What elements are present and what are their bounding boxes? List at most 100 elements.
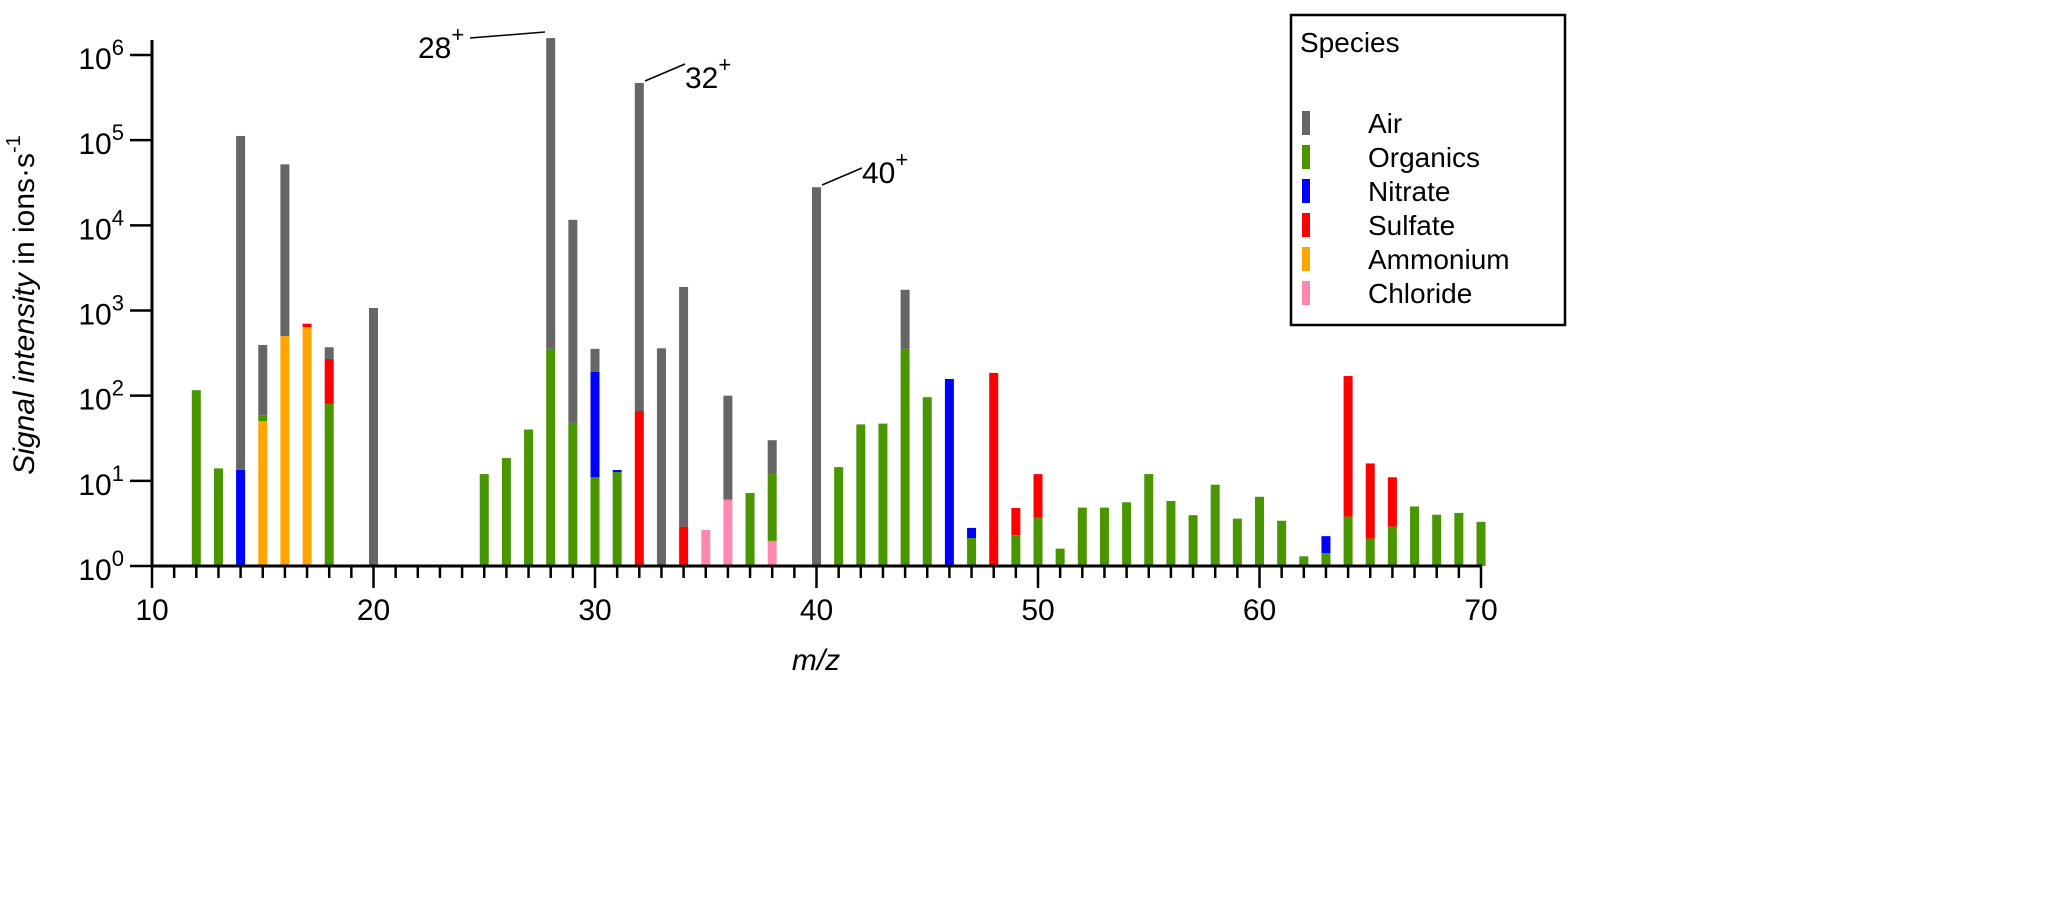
bar-segment-organics <box>1122 502 1132 566</box>
bar-segment-organics <box>258 415 268 422</box>
legend-label: Air <box>1368 108 1402 139</box>
legend-box <box>1289 13 1567 327</box>
y-tick-label: 104 <box>78 205 124 246</box>
bar-mz-50 <box>1033 474 1043 566</box>
bar-segment-organics <box>191 390 201 566</box>
bar-mz-38 <box>767 440 777 566</box>
bar-mz-18 <box>324 347 334 566</box>
bar-segment-organics <box>1277 520 1287 566</box>
bar-segment-organics <box>922 397 932 566</box>
bar-segment-ammonium <box>258 421 268 566</box>
bar-mz-26 <box>501 458 511 566</box>
bar-segment-nitrate <box>1321 536 1331 554</box>
bar-segment-organics <box>1255 496 1264 566</box>
bar-mz-33 <box>656 348 666 566</box>
bar-segment-organics <box>1033 517 1043 566</box>
y-tick-base: 10 <box>78 299 111 332</box>
bar-segment-air <box>590 348 600 372</box>
y-tick-base: 10 <box>78 469 111 502</box>
bar-segment-organics <box>1299 556 1309 566</box>
bar-mz-45 <box>922 397 932 566</box>
bar-mz-48 <box>989 372 999 566</box>
bar-segment-organics <box>546 348 556 566</box>
annotation-charge: + <box>718 52 731 77</box>
bar-mz-14 <box>236 135 246 566</box>
bar-segment-air <box>324 347 334 359</box>
bar-segment-air <box>236 135 246 470</box>
bar-mz-60 <box>1255 496 1264 566</box>
bar-segment-organics <box>524 429 534 566</box>
y-tick-exp: 0 <box>112 546 124 571</box>
y-tick-exp: 2 <box>112 376 124 401</box>
y-axis-title-italic: Signal intensity <box>8 271 41 475</box>
bar-mz-40 <box>812 187 821 567</box>
bar-mz-16 <box>280 164 290 566</box>
bar-mz-63 <box>1321 536 1331 566</box>
bar-segment-nitrate <box>612 470 622 472</box>
bar-segment-nitrate <box>236 469 246 566</box>
legend-label: Sulfate <box>1368 210 1455 241</box>
annotations-group: 28+32+40+ <box>418 22 908 190</box>
bar-segment-sulfate <box>679 526 689 566</box>
y-tick-exp: 4 <box>112 205 124 230</box>
annotation-charge: + <box>451 22 464 47</box>
bar-segment-ammonium <box>280 336 290 566</box>
bar-mz-30 <box>590 348 600 566</box>
bar-segment-chloride <box>701 529 711 566</box>
legend-label: Organics <box>1368 142 1480 173</box>
bar-mz-12 <box>191 390 201 566</box>
bar-segment-air <box>679 286 689 527</box>
bar-mz-65 <box>1365 463 1375 566</box>
legend-entry-sulfate: Sulfate <box>1302 210 1455 241</box>
y-tick-label: 105 <box>78 120 124 161</box>
bar-segment-organics <box>213 468 223 566</box>
bar-segment-chloride <box>767 540 777 566</box>
bar-mz-64 <box>1343 376 1353 566</box>
bar-segment-sulfate <box>1365 463 1375 539</box>
bar-segment-air <box>812 187 821 567</box>
bar-mz-42 <box>856 424 866 566</box>
annotation-label: 32+ <box>685 52 731 95</box>
legend-swatch <box>1302 213 1310 237</box>
bar-mz-15 <box>258 344 268 566</box>
x-tick-label: 20 <box>357 594 390 627</box>
y-tick-label: 102 <box>78 376 124 417</box>
x-tick-label: 70 <box>1464 594 1497 627</box>
bar-segment-air <box>280 164 290 337</box>
bar-segment-air <box>767 440 777 475</box>
y-tick-base: 10 <box>78 43 111 76</box>
bar-segment-organics <box>767 474 777 541</box>
bar-segment-organics <box>1410 506 1420 566</box>
y-tick-exp: 6 <box>112 35 124 60</box>
legend-title: Species <box>1300 27 1400 58</box>
legend-entry-chloride: Chloride <box>1302 278 1472 309</box>
bar-segment-organics <box>967 538 977 566</box>
x-tick-label: 60 <box>1243 594 1276 627</box>
y-axis-title: Signal intensity in ions·s-1 <box>3 135 41 475</box>
bar-mz-66 <box>1387 477 1397 566</box>
y-tick-label: 106 <box>78 35 124 76</box>
bar-mz-52 <box>1077 507 1087 566</box>
legend-swatch <box>1302 145 1310 169</box>
bar-mz-32 <box>634 82 644 566</box>
bar-mz-43 <box>878 423 888 566</box>
x-tick-label: 40 <box>800 594 833 627</box>
bars-group <box>191 38 1486 567</box>
bar-segment-organics <box>612 471 622 566</box>
bar-segment-organics <box>1454 512 1464 566</box>
bar-segment-organics <box>878 423 888 566</box>
bar-segment-nitrate <box>944 378 954 566</box>
y-tick-exp: 3 <box>112 291 124 316</box>
bar-segment-organics <box>1321 553 1331 566</box>
bar-segment-nitrate <box>590 371 600 478</box>
y-axis-title-exp: -1 <box>3 135 25 153</box>
bar-segment-organics <box>1188 515 1198 566</box>
bar-segment-air <box>546 38 556 349</box>
bar-segment-organics <box>900 348 910 566</box>
bar-segment-air <box>634 82 644 412</box>
bar-segment-organics <box>324 403 334 566</box>
bar-segment-organics <box>1476 521 1486 566</box>
bar-segment-sulfate <box>302 323 312 328</box>
bar-mz-25 <box>479 474 489 566</box>
